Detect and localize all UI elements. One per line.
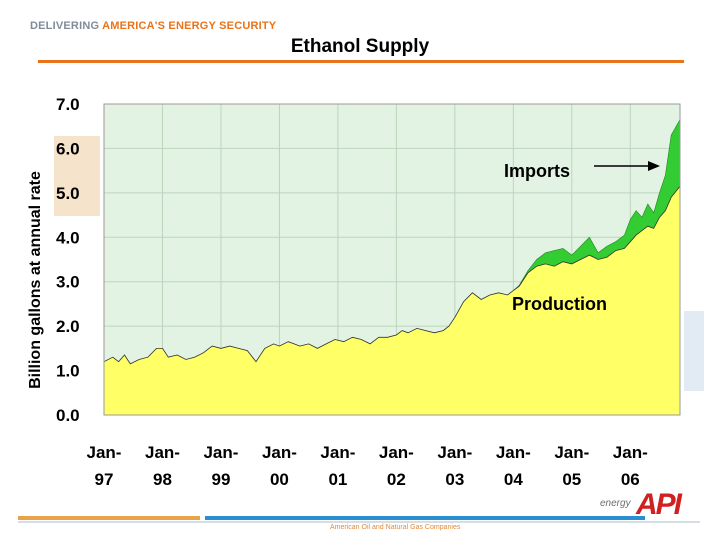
imports-arrow-head — [648, 161, 660, 171]
x-tick-label: Jan- — [613, 443, 648, 462]
x-tick-label: 05 — [562, 470, 581, 489]
chart-title: Ethanol Supply — [290, 36, 430, 57]
x-tick-label: 06 — [621, 470, 640, 489]
x-tick-label: 04 — [504, 470, 523, 489]
y-tick-label: 7.0 — [56, 95, 80, 114]
x-tick-label: Jan- — [262, 443, 297, 462]
footer-text: American Oil and Natural Gas Companies — [330, 524, 461, 531]
plot-frame — [103, 103, 681, 416]
decor-tan-block — [54, 136, 100, 216]
footer-blue-bar — [205, 516, 645, 520]
x-tick-label: Jan- — [203, 443, 238, 462]
x-tick-label: 02 — [387, 470, 406, 489]
x-tick-label: 99 — [211, 470, 230, 489]
imports-annotation: Imports — [504, 161, 570, 181]
x-tick-label: 98 — [153, 470, 172, 489]
x-tick-label: 00 — [270, 470, 289, 489]
production-annotation: Production — [512, 294, 607, 314]
y-axis-label: Billion gallons at annual rate — [27, 171, 44, 389]
y-tick-labels: 0.0 1.0 2.0 3.0 4.0 5.0 6.0 7.0 — [56, 95, 80, 425]
tagline-part1: DELIVERING — [30, 20, 103, 32]
x-tick-label: Jan- — [437, 443, 472, 462]
x-tick-label: 01 — [328, 470, 347, 489]
x-tick-label: 97 — [95, 470, 114, 489]
footer-gray-line — [18, 521, 700, 523]
y-tick-label: 6.0 — [56, 139, 80, 158]
x-tick-label: Jan- — [554, 443, 589, 462]
tagline-part2: AMERICA'S ENERGY SECURITY — [102, 20, 277, 32]
decor-blue-block — [684, 311, 704, 391]
x-tick-label: Jan- — [87, 443, 122, 462]
x-tick-labels: Jan- 97 Jan- 98 Jan- 99 Jan- 00 Jan- 01 Jan- 02 Jan-… — [87, 443, 648, 489]
y-tick-label: 2.0 — [56, 317, 80, 336]
title-rule — [38, 60, 684, 63]
x-tick-label: Jan- — [379, 443, 414, 462]
header-tagline: DELIVERING AMERICA'S ENERGY SECURITY — [30, 20, 276, 32]
y-tick-label: 0.0 — [56, 406, 80, 425]
y-tick-label: 5.0 — [56, 184, 80, 203]
api-logo-energy: energy — [600, 498, 631, 509]
api-logo: API — [636, 488, 682, 521]
y-tick-label: 3.0 — [56, 273, 80, 292]
production-area — [103, 185, 681, 416]
x-tick-label: Jan- — [145, 443, 180, 462]
y-tick-label: 1.0 — [56, 362, 80, 381]
x-tick-label: Jan- — [496, 443, 531, 462]
footer-orange-bar — [18, 516, 200, 520]
x-tick-label: Jan- — [320, 443, 355, 462]
y-tick-label: 4.0 — [56, 228, 80, 247]
x-tick-label: 03 — [445, 470, 464, 489]
